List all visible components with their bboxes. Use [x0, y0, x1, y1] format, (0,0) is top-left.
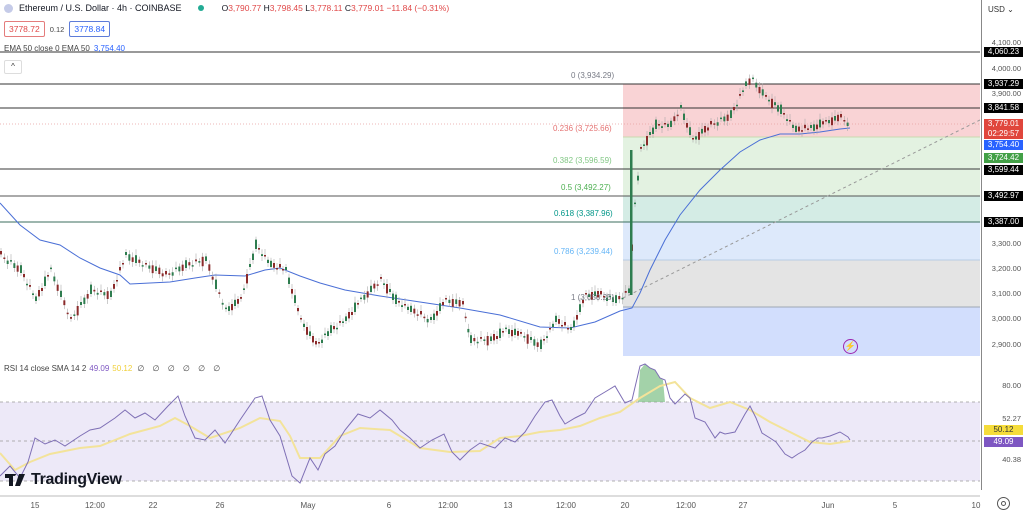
fib-zone-0-0.236: [623, 84, 980, 137]
time-tick: 15: [30, 501, 40, 510]
fib-zone-below-1: [623, 307, 980, 356]
time-tick: 12:00: [437, 501, 459, 510]
axis-tick: 3,200.00: [991, 264, 1021, 273]
collapse-legend-button[interactable]: ^: [4, 60, 22, 74]
price-tag: 3,937.29: [984, 79, 1023, 89]
fib-zone-0.618-0.786: [623, 222, 980, 260]
rsi-legend[interactable]: RSI 14 close SMA 14 2 49.09 50.12 ∅ ∅ ∅ ∅ ∅…: [4, 364, 224, 373]
fib-zone-0.786-1: [623, 260, 980, 307]
rsi-overbought-fill: [638, 364, 665, 402]
fib-price-tag: 3,724.42: [984, 153, 1023, 163]
fib-label-0.618: 0.618 (3,387.96): [554, 209, 613, 218]
time-tick: 26: [215, 501, 225, 510]
price-tag: 3,387.00: [984, 217, 1023, 227]
time-tick: 12:00: [675, 501, 697, 510]
price-axis[interactable]: USD ⌄ 4,100.00 4,000.00 3,900.00 3,300.0…: [981, 0, 1024, 490]
time-tick: Jun: [821, 501, 835, 510]
ethereum-icon: [4, 3, 13, 13]
price-tag: 3,492.97: [984, 191, 1023, 201]
ohlc-values: O3,790.77 H3,798.45 L3,778.11 C3,779.01 …: [221, 3, 450, 13]
time-tick: May: [300, 501, 316, 510]
fib-label-0.236: 0.236 (3,725.66): [553, 124, 612, 133]
ema-price-tag: 3,754.40: [984, 140, 1023, 150]
last-price-tag: 3,779.01: [984, 119, 1023, 129]
symbol-title[interactable]: Ethereum / U.S. Dollar · 4h · COINBASE: [19, 3, 182, 13]
time-tick: 6: [386, 501, 392, 510]
trade-buttons: 3778.72 0.12 3778.84: [4, 21, 111, 37]
price-tag: 3,599.44: [984, 165, 1023, 175]
time-tick: 13: [503, 501, 513, 510]
price-tag: 3,841.58: [984, 103, 1023, 113]
tradingview-logo: TradingView: [5, 471, 122, 489]
spread-value: 0.12: [49, 24, 65, 34]
rsi-line: [0, 363, 851, 484]
candlesticks: [0, 74, 849, 352]
lightning-icon[interactable]: ⚡: [843, 339, 858, 354]
fib-label-0: 0 (3,934.29): [571, 71, 615, 80]
symbol-legend: Ethereum / U.S. Dollar · 4h · COINBASE O…: [4, 3, 449, 13]
axis-tick: 3,100.00: [991, 289, 1021, 298]
time-tick: 27: [738, 501, 748, 510]
time-tick: 5: [892, 501, 898, 510]
fib-label-1: 1 (3,050.25): [571, 293, 615, 302]
fib-trendline[interactable]: [622, 119, 980, 299]
time-tick: 20: [620, 501, 630, 510]
axis-tick: 4,100.00: [991, 38, 1021, 47]
rsi-value-tag: 49.09: [984, 437, 1023, 447]
rsi-band: [0, 402, 980, 481]
rsi-axis-tick: 80.00: [1002, 381, 1021, 390]
axis-tick: 2,900.00: [991, 340, 1021, 349]
axis-tick: 3,900.00: [991, 89, 1021, 98]
axis-tick: 3,300.00: [991, 239, 1021, 248]
time-tick: 12:00: [84, 501, 106, 510]
market-status-icon: [197, 5, 204, 11]
rsi-sma-tag: 50.12: [984, 425, 1023, 435]
price-chart[interactable]: [0, 0, 980, 356]
ema-legend[interactable]: EMA 50 close 0 EMA 50 3,754.40: [4, 44, 125, 53]
axis-tick: 4,000.00: [991, 64, 1021, 73]
time-tick: 10: [971, 501, 981, 510]
axis-tick: 3,000.00: [991, 314, 1021, 323]
time-tick: 22: [148, 501, 158, 510]
time-tick: 12:00: [555, 501, 577, 510]
buy-button[interactable]: 3778.84: [69, 21, 111, 37]
rsi-pane[interactable]: [0, 358, 980, 490]
time-axis[interactable]: 15 12:00 22 26 May 6 12:00 13 12:00 20 1…: [0, 495, 980, 515]
fib-label-0.5: 0.5 (3,492.27): [561, 183, 611, 192]
chart-settings-icon[interactable]: [997, 497, 1010, 510]
tradingview-icon: [5, 474, 25, 486]
horizontal-lines[interactable]: [0, 51, 980, 223]
bar-countdown-tag: 02:29:57: [984, 129, 1023, 139]
fib-zone-0.382-0.5: [623, 170, 980, 196]
rsi-sma-line: [0, 380, 851, 472]
fib-label-0.382: 0.382 (3,596.59): [553, 156, 612, 165]
fib-label-0.786: 0.786 (3,239.44): [554, 247, 613, 256]
rsi-axis-tick: 40.38: [1002, 455, 1021, 464]
fib-zone-0.236-0.382: [623, 137, 980, 170]
sell-button[interactable]: 3778.72: [4, 21, 45, 37]
price-tag: 4,060.23: [984, 47, 1023, 57]
currency-selector[interactable]: USD ⌄: [988, 5, 1014, 14]
rsi-axis-tick: 52.27: [1002, 414, 1021, 423]
